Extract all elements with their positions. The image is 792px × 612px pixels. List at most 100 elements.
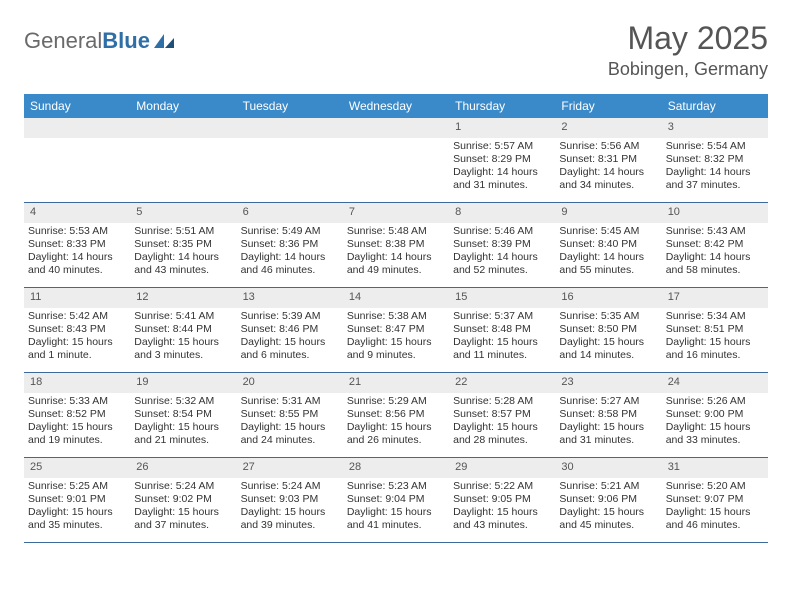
sunrise-text: Sunrise: 5:43 AM: [666, 225, 764, 238]
day-details: Sunrise: 5:26 AMSunset: 9:00 PMDaylight:…: [662, 393, 768, 452]
sunset-text: Sunset: 8:50 PM: [559, 323, 657, 336]
sunrise-text: Sunrise: 5:57 AM: [453, 140, 551, 153]
sunset-text: Sunset: 8:29 PM: [453, 153, 551, 166]
daylight-line2: and 43 minutes.: [134, 264, 232, 277]
weekday-header: Tuesday: [237, 94, 343, 118]
sunrise-text: Sunrise: 5:51 AM: [134, 225, 232, 238]
sunrise-text: Sunrise: 5:46 AM: [453, 225, 551, 238]
daylight-line2: and 19 minutes.: [28, 434, 126, 447]
week-row: 25Sunrise: 5:25 AMSunset: 9:01 PMDayligh…: [24, 458, 768, 543]
day-details: Sunrise: 5:37 AMSunset: 8:48 PMDaylight:…: [449, 308, 555, 367]
sunset-text: Sunset: 8:56 PM: [347, 408, 445, 421]
sunset-text: Sunset: 8:47 PM: [347, 323, 445, 336]
day-cell: 13Sunrise: 5:39 AMSunset: 8:46 PMDayligh…: [237, 288, 343, 372]
daylight-line2: and 52 minutes.: [453, 264, 551, 277]
day-number: 8: [449, 203, 555, 223]
daylight-line2: and 16 minutes.: [666, 349, 764, 362]
day-cell: 26Sunrise: 5:24 AMSunset: 9:02 PMDayligh…: [130, 458, 236, 542]
day-details: Sunrise: 5:43 AMSunset: 8:42 PMDaylight:…: [662, 223, 768, 282]
day-cell: 30Sunrise: 5:21 AMSunset: 9:06 PMDayligh…: [555, 458, 661, 542]
daylight-line2: and 14 minutes.: [559, 349, 657, 362]
daylight-line1: Daylight: 15 hours: [453, 506, 551, 519]
brand-logo: GeneralBlue: [24, 20, 176, 54]
day-cell: 21Sunrise: 5:29 AMSunset: 8:56 PMDayligh…: [343, 373, 449, 457]
daylight-line1: Daylight: 15 hours: [559, 506, 657, 519]
daylight-line2: and 31 minutes.: [559, 434, 657, 447]
daylight-line1: Daylight: 15 hours: [134, 336, 232, 349]
day-number: 5: [130, 203, 236, 223]
day-cell: 18Sunrise: 5:33 AMSunset: 8:52 PMDayligh…: [24, 373, 130, 457]
day-cell: 14Sunrise: 5:38 AMSunset: 8:47 PMDayligh…: [343, 288, 449, 372]
title-block: May 2025 Bobingen, Germany: [608, 20, 768, 80]
day-details: Sunrise: 5:57 AMSunset: 8:29 PMDaylight:…: [449, 138, 555, 197]
day-number: 25: [24, 458, 130, 478]
sunset-text: Sunset: 8:40 PM: [559, 238, 657, 251]
day-cell: 24Sunrise: 5:26 AMSunset: 9:00 PMDayligh…: [662, 373, 768, 457]
day-cell: 23Sunrise: 5:27 AMSunset: 8:58 PMDayligh…: [555, 373, 661, 457]
day-details: Sunrise: 5:34 AMSunset: 8:51 PMDaylight:…: [662, 308, 768, 367]
daylight-line1: Daylight: 14 hours: [453, 166, 551, 179]
sunset-text: Sunset: 8:31 PM: [559, 153, 657, 166]
day-number: 23: [555, 373, 661, 393]
daylight-line2: and 34 minutes.: [559, 179, 657, 192]
weekday-header: Thursday: [449, 94, 555, 118]
day-details: Sunrise: 5:51 AMSunset: 8:35 PMDaylight:…: [130, 223, 236, 282]
day-cell: 27Sunrise: 5:24 AMSunset: 9:03 PMDayligh…: [237, 458, 343, 542]
day-cell: 28Sunrise: 5:23 AMSunset: 9:04 PMDayligh…: [343, 458, 449, 542]
day-details: Sunrise: 5:31 AMSunset: 8:55 PMDaylight:…: [237, 393, 343, 452]
sunrise-text: Sunrise: 5:35 AM: [559, 310, 657, 323]
day-number: 24: [662, 373, 768, 393]
day-number: 17: [662, 288, 768, 308]
daylight-line2: and 49 minutes.: [347, 264, 445, 277]
day-cell: 11Sunrise: 5:42 AMSunset: 8:43 PMDayligh…: [24, 288, 130, 372]
day-cell: 29Sunrise: 5:22 AMSunset: 9:05 PMDayligh…: [449, 458, 555, 542]
day-number: 14: [343, 288, 449, 308]
day-number: 30: [555, 458, 661, 478]
sunrise-text: Sunrise: 5:20 AM: [666, 480, 764, 493]
daylight-line1: Daylight: 15 hours: [28, 421, 126, 434]
sunset-text: Sunset: 8:57 PM: [453, 408, 551, 421]
daylight-line2: and 9 minutes.: [347, 349, 445, 362]
day-number: 9: [555, 203, 661, 223]
day-number: 1: [449, 118, 555, 138]
weeks-container: 1Sunrise: 5:57 AMSunset: 8:29 PMDaylight…: [24, 118, 768, 543]
day-number: 26: [130, 458, 236, 478]
sunset-text: Sunset: 9:00 PM: [666, 408, 764, 421]
daylight-line1: Daylight: 15 hours: [559, 336, 657, 349]
day-details: Sunrise: 5:21 AMSunset: 9:06 PMDaylight:…: [555, 478, 661, 537]
daylight-line2: and 41 minutes.: [347, 519, 445, 532]
sunrise-text: Sunrise: 5:42 AM: [28, 310, 126, 323]
daylight-line2: and 3 minutes.: [134, 349, 232, 362]
day-cell: [24, 118, 130, 202]
daylight-line1: Daylight: 14 hours: [347, 251, 445, 264]
sunrise-text: Sunrise: 5:32 AM: [134, 395, 232, 408]
daylight-line1: Daylight: 15 hours: [134, 506, 232, 519]
day-cell: 3Sunrise: 5:54 AMSunset: 8:32 PMDaylight…: [662, 118, 768, 202]
day-cell: 5Sunrise: 5:51 AMSunset: 8:35 PMDaylight…: [130, 203, 236, 287]
day-number: [24, 118, 130, 138]
week-row: 18Sunrise: 5:33 AMSunset: 8:52 PMDayligh…: [24, 373, 768, 458]
daylight-line2: and 40 minutes.: [28, 264, 126, 277]
sunset-text: Sunset: 8:48 PM: [453, 323, 551, 336]
daylight-line1: Daylight: 15 hours: [134, 421, 232, 434]
weekday-header: Friday: [555, 94, 661, 118]
daylight-line2: and 35 minutes.: [28, 519, 126, 532]
daylight-line1: Daylight: 14 hours: [666, 166, 764, 179]
sunset-text: Sunset: 9:07 PM: [666, 493, 764, 506]
sunrise-text: Sunrise: 5:53 AM: [28, 225, 126, 238]
daylight-line1: Daylight: 15 hours: [453, 336, 551, 349]
day-details: Sunrise: 5:39 AMSunset: 8:46 PMDaylight:…: [237, 308, 343, 367]
day-details: Sunrise: 5:32 AMSunset: 8:54 PMDaylight:…: [130, 393, 236, 452]
daylight-line1: Daylight: 15 hours: [453, 421, 551, 434]
day-details: Sunrise: 5:27 AMSunset: 8:58 PMDaylight:…: [555, 393, 661, 452]
day-cell: 1Sunrise: 5:57 AMSunset: 8:29 PMDaylight…: [449, 118, 555, 202]
sunset-text: Sunset: 8:46 PM: [241, 323, 339, 336]
daylight-line1: Daylight: 15 hours: [666, 506, 764, 519]
brand-part1: General: [24, 28, 102, 54]
day-details: Sunrise: 5:41 AMSunset: 8:44 PMDaylight:…: [130, 308, 236, 367]
day-details: Sunrise: 5:22 AMSunset: 9:05 PMDaylight:…: [449, 478, 555, 537]
day-cell: [237, 118, 343, 202]
day-cell: 19Sunrise: 5:32 AMSunset: 8:54 PMDayligh…: [130, 373, 236, 457]
sunset-text: Sunset: 8:39 PM: [453, 238, 551, 251]
sunrise-text: Sunrise: 5:24 AM: [134, 480, 232, 493]
